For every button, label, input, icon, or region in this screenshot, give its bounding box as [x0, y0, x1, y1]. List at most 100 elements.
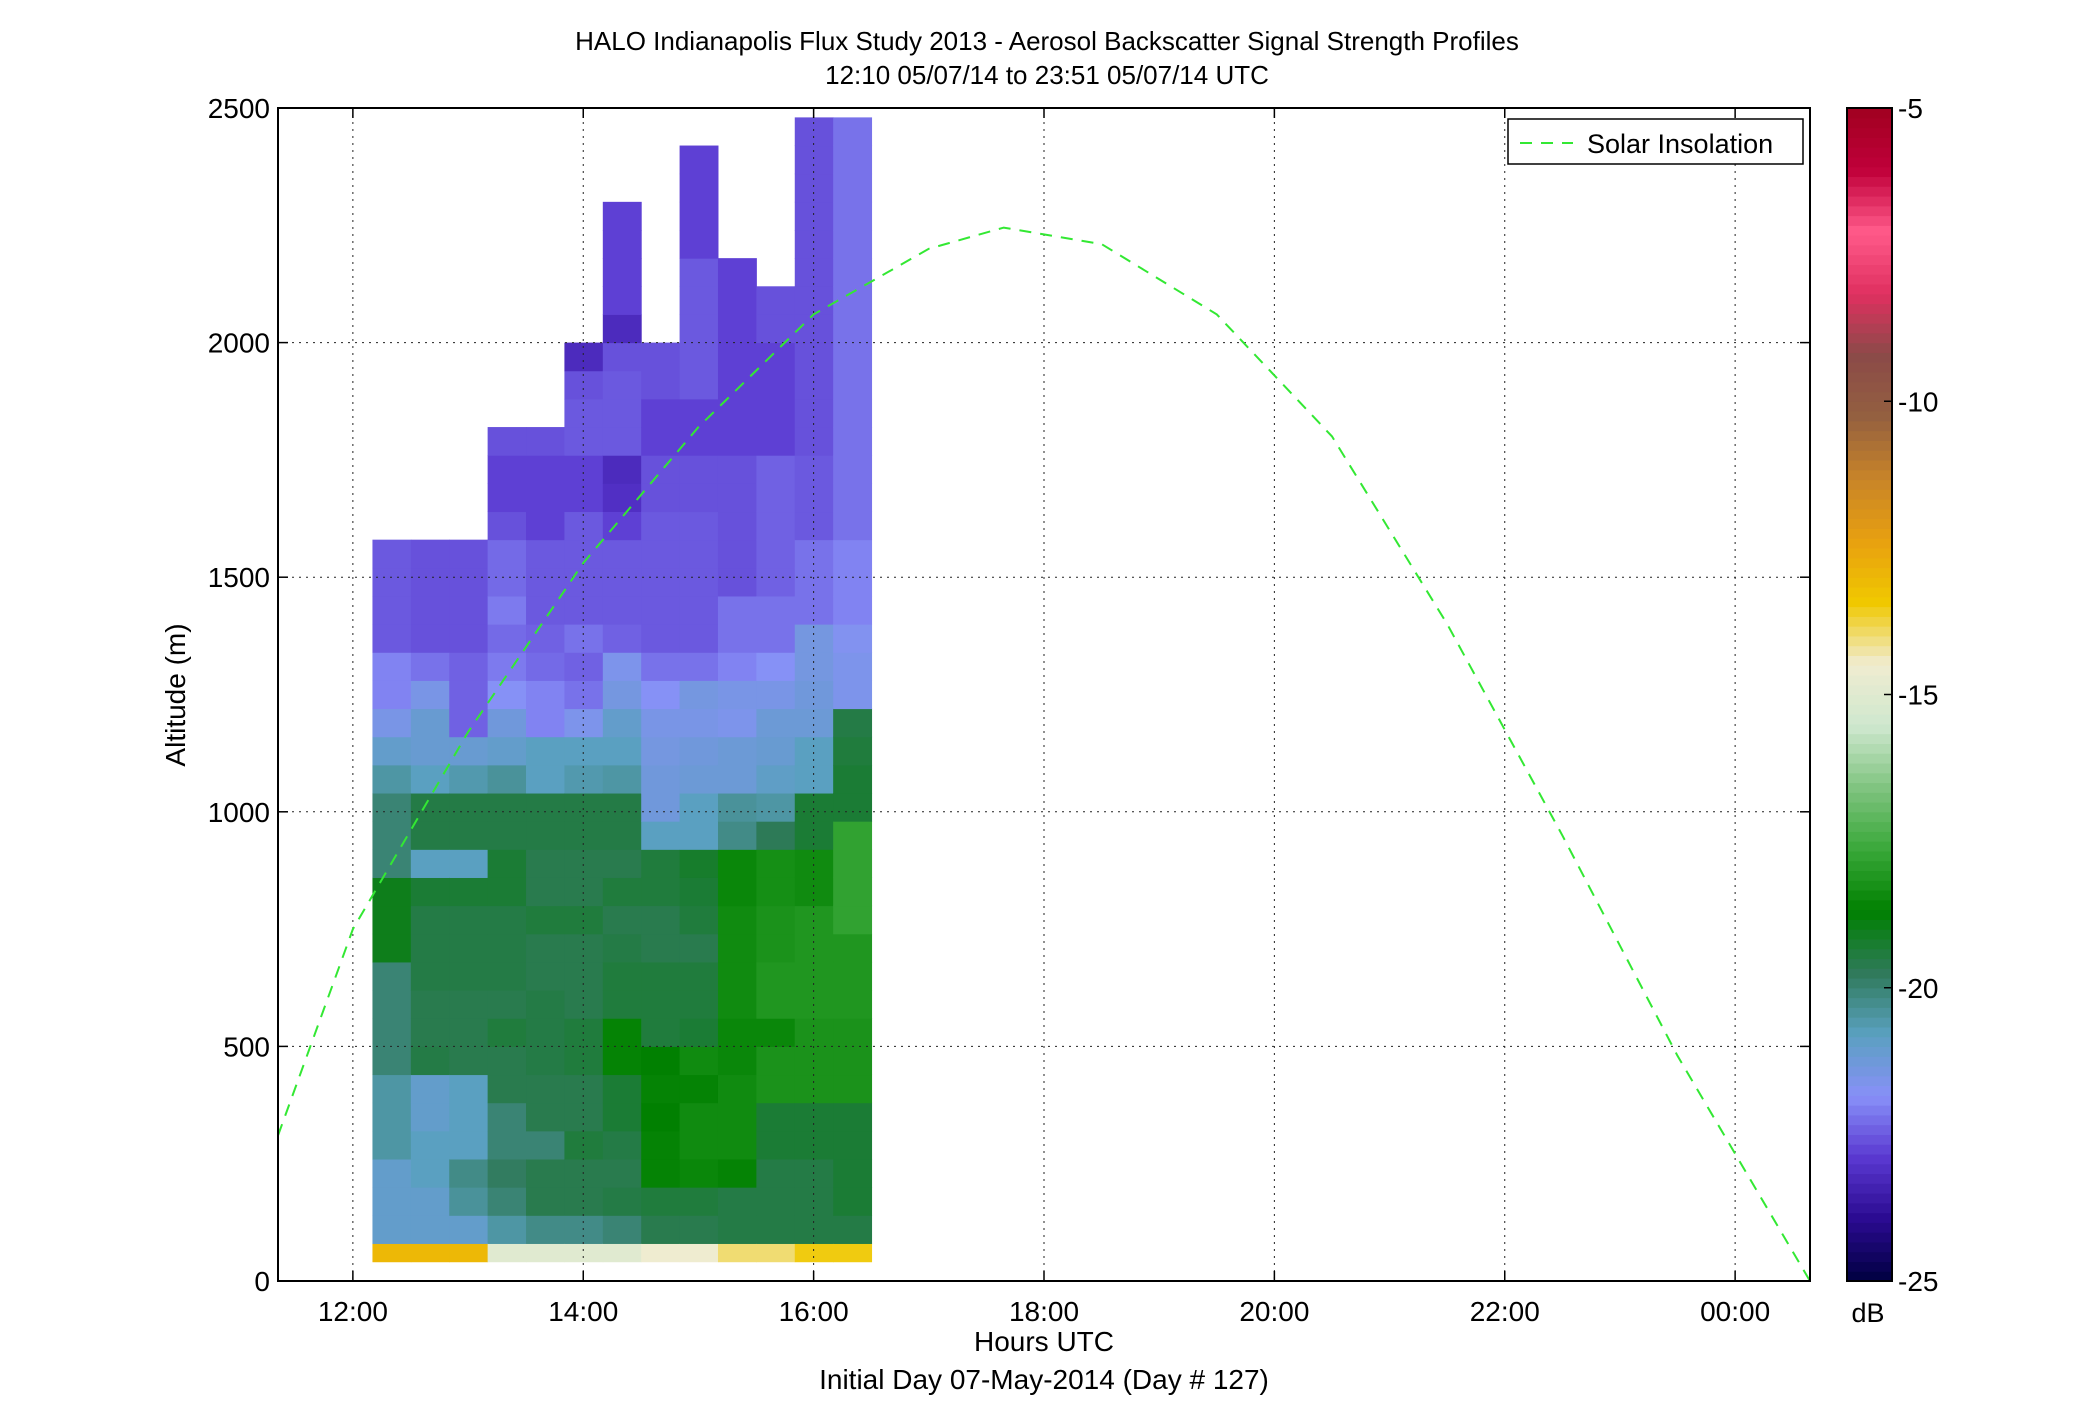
heatmap-cell — [602, 961, 642, 991]
heatmap-cell — [679, 764, 719, 794]
heatmap-cell — [564, 539, 604, 569]
heatmap-cell — [833, 145, 873, 175]
heatmap-cell — [564, 1159, 604, 1188]
heatmap-cell — [794, 624, 834, 653]
colorbar-segment — [1847, 674, 1892, 686]
heatmap-cell — [679, 1102, 719, 1132]
heatmap-cell — [679, 1215, 719, 1244]
heatmap-cell — [679, 201, 719, 231]
colorbar-segment — [1847, 547, 1892, 559]
heatmap-cell — [756, 821, 796, 850]
heatmap-cell — [833, 314, 873, 344]
heatmap-cell — [410, 680, 450, 710]
legend-label: Solar Insolation — [1587, 129, 1773, 159]
heatmap-cell — [641, 736, 681, 766]
heatmap-cell — [756, 680, 796, 710]
heatmap-cell — [641, 455, 681, 484]
colorbar-segment — [1847, 1134, 1892, 1145]
heatmap-cell — [564, 1046, 604, 1076]
heatmap-cell — [372, 1215, 412, 1244]
colorbar-segment — [1847, 684, 1892, 696]
colorbar-segment — [1847, 479, 1892, 490]
heatmap-cell — [564, 595, 604, 625]
y-axis-label: Altitude (m) — [160, 623, 191, 766]
heatmap-cell — [794, 117, 834, 147]
heatmap-cell — [756, 455, 796, 484]
heatmap-cell — [756, 905, 796, 935]
heatmap-cell — [679, 483, 719, 513]
heatmap-cell — [833, 258, 873, 287]
colorbar-tick-label: -25 — [1898, 1266, 1938, 1297]
heatmap-cell — [564, 370, 604, 400]
heatmap-cell — [602, 1130, 642, 1160]
heatmap-cell — [602, 1074, 642, 1104]
heatmap-cell — [602, 1243, 642, 1263]
heatmap-cell — [487, 1018, 527, 1047]
colorbar-segment — [1847, 938, 1892, 950]
heatmap-cell — [564, 1187, 604, 1216]
heatmap-cell — [564, 905, 604, 935]
heatmap-cell — [449, 1215, 489, 1244]
heatmap-cell — [526, 905, 565, 935]
heatmap-cell — [449, 680, 489, 710]
heatmap-cell — [717, 736, 757, 766]
heatmap-cell — [833, 229, 873, 259]
heatmap-cell — [410, 1243, 450, 1263]
heatmap-cell — [794, 990, 834, 1019]
heatmap-cell — [717, 849, 757, 878]
x-tick-label: 22:00 — [1470, 1296, 1540, 1327]
heatmap-cell — [602, 1102, 642, 1132]
heatmap-cell — [833, 624, 873, 653]
heatmap-cell — [794, 708, 834, 738]
heatmap-cell — [487, 1243, 527, 1263]
heatmap-cell — [833, 286, 873, 315]
colorbar — [1847, 108, 1892, 1282]
heatmap-cell — [602, 1018, 642, 1047]
heatmap-cell — [449, 595, 489, 625]
heatmap-cell — [679, 258, 719, 287]
heatmap-cell — [717, 1018, 757, 1047]
heatmap-cell — [717, 1074, 757, 1104]
heatmap-cell — [487, 427, 527, 456]
heatmap-cell — [449, 877, 489, 907]
x-tick-label: 14:00 — [548, 1296, 618, 1327]
colorbar-segment — [1847, 1065, 1892, 1077]
heatmap-cell — [794, 173, 834, 203]
heatmap-cell — [602, 286, 642, 315]
heatmap-cell — [641, 398, 681, 428]
heatmap-cell — [487, 961, 527, 991]
heatmap-cell — [410, 736, 450, 766]
colorbar-segment — [1847, 352, 1892, 363]
heatmap-cell — [641, 652, 681, 681]
heatmap-cell — [372, 624, 412, 653]
heatmap-cell — [602, 1046, 642, 1076]
heatmap-cell — [487, 990, 527, 1019]
heatmap-cell — [833, 1243, 873, 1263]
heatmap-cell — [679, 849, 719, 878]
heatmap-cell — [794, 793, 834, 822]
heatmap-cell — [372, 1018, 412, 1047]
colorbar-segment — [1847, 283, 1892, 295]
heatmap-cell — [410, 1046, 450, 1076]
heatmap-cell — [410, 1130, 450, 1160]
heatmap-cell — [526, 1102, 565, 1132]
heatmap-cell — [833, 849, 873, 878]
colorbar-segment — [1847, 958, 1892, 969]
heatmap-cell — [641, 877, 681, 907]
colorbar-segment — [1847, 567, 1892, 578]
heatmap-cell — [641, 1243, 681, 1263]
heatmap-cell — [526, 511, 565, 541]
heatmap-cell — [526, 1215, 565, 1244]
heatmap-cell — [564, 933, 604, 963]
heatmap-cell — [717, 990, 757, 1019]
heatmap-cell — [602, 905, 642, 935]
heatmap-cell — [756, 286, 796, 315]
heatmap-cell — [717, 708, 757, 738]
heatmap-cell — [602, 1159, 642, 1188]
heatmap-cell — [372, 1046, 412, 1076]
heatmap-cell — [717, 511, 757, 541]
colorbar-segment — [1847, 1163, 1892, 1175]
heatmap-cell — [641, 342, 681, 372]
colorbar-segment — [1847, 860, 1892, 872]
heatmap-cell — [717, 483, 757, 513]
